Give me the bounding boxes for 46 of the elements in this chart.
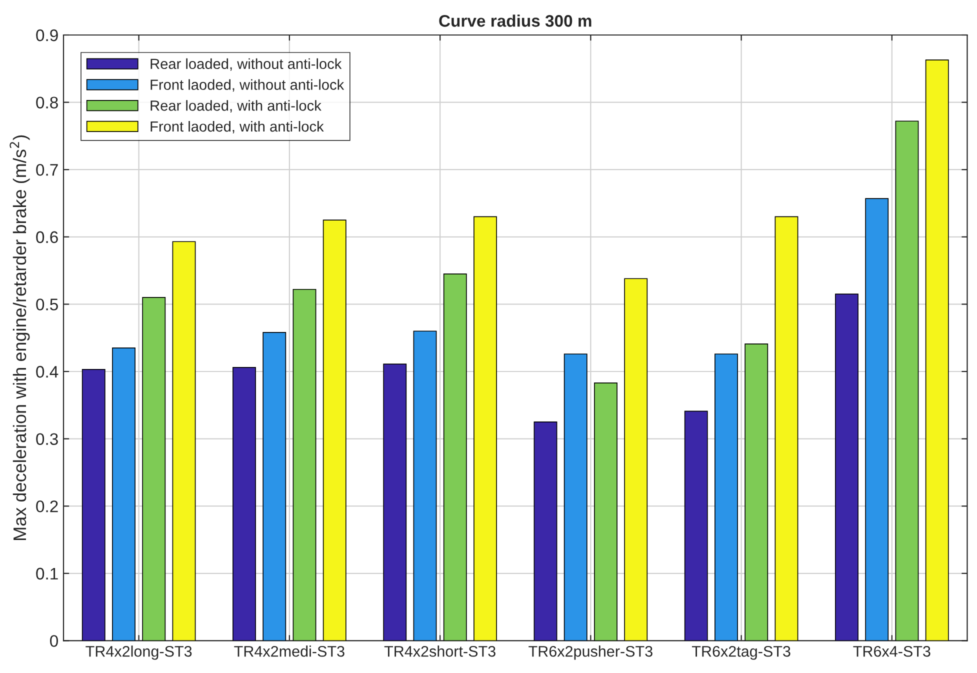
y-tick-label: 0.8 [36,96,58,108]
y-tick-label: 0 [50,635,58,647]
bar [835,294,858,641]
legend-label: Front laoded, without anti-lock [150,79,344,92]
bar [774,216,798,641]
bar [82,369,106,641]
x-tick-label: TR6x2pusher-ST3 [528,646,652,660]
bar [292,288,316,641]
bar [322,220,346,641]
chart-title: Curve radius 300 m [439,14,592,27]
legend-label: Rear loaded, without anti-lock [150,58,342,71]
bar [232,367,256,641]
y-tick-label: 0.2 [36,500,58,512]
y-tick-label: 0.6 [36,231,58,244]
bar [142,297,166,641]
bar [172,241,196,641]
y-tick-label: 0.5 [36,298,58,310]
legend-label: Rear loaded, with anti-lock [150,100,322,113]
bar [443,273,467,641]
bar [534,422,558,641]
y-tick-label: 0.7 [36,164,58,176]
bar [112,348,136,641]
x-tick-label: TR4x2short-ST3 [384,646,496,657]
y-tick-label: 0.3 [36,433,58,445]
y-axis-title: Max deceleration with engine/retarder brake (m/s$^{2}$) [10,135,30,540]
bar [744,343,768,641]
bar [564,354,588,641]
bar [262,332,286,641]
x-tick-label: TR4x2long-ST3 [86,646,192,660]
bar [895,120,919,641]
bar [624,278,648,641]
bar [413,330,437,641]
x-tick-label: TR6x2tag-ST3 [692,646,790,660]
bar [474,216,497,641]
bar [594,382,618,641]
bar [925,59,949,641]
y-tick-label: 0.9 [36,29,58,42]
x-tick-label: TR4x2medi-ST3 [234,646,344,657]
x-tick-label: TR6x4-ST3 [853,646,930,657]
bar [714,354,738,641]
legend-label: Front laoded, with anti-lock [150,120,324,134]
y-tick-label: 0.4 [36,366,58,378]
bar [383,364,407,641]
y-tick-label: 0.1 [36,568,58,580]
bar [865,198,889,641]
bar [684,410,708,641]
